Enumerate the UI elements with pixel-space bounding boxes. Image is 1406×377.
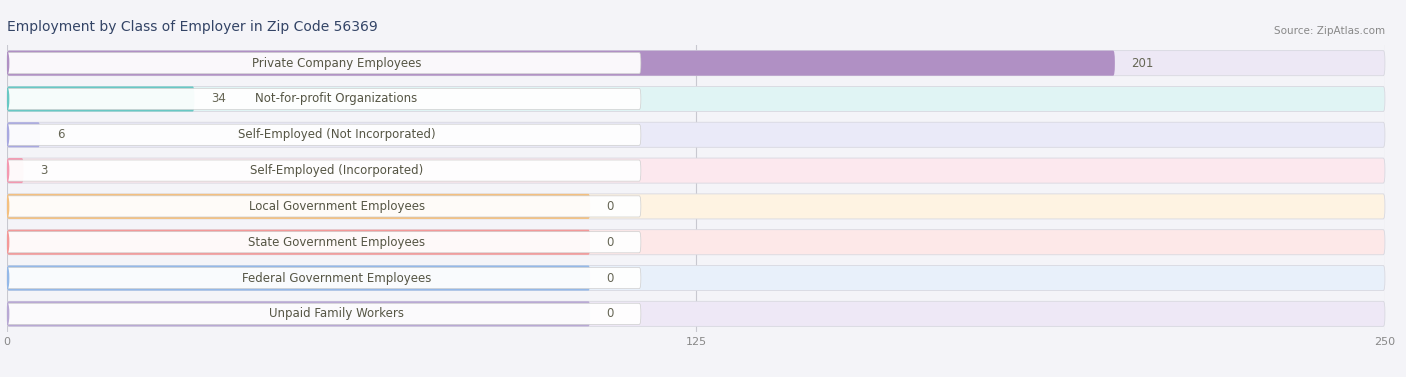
- Text: State Government Employees: State Government Employees: [247, 236, 425, 249]
- FancyBboxPatch shape: [7, 301, 591, 326]
- FancyBboxPatch shape: [7, 122, 41, 147]
- Circle shape: [6, 267, 8, 289]
- Circle shape: [6, 124, 8, 146]
- FancyBboxPatch shape: [7, 158, 24, 183]
- FancyBboxPatch shape: [7, 86, 1385, 112]
- FancyBboxPatch shape: [7, 194, 591, 219]
- Text: 0: 0: [606, 236, 614, 249]
- FancyBboxPatch shape: [7, 52, 641, 74]
- FancyBboxPatch shape: [7, 160, 641, 181]
- FancyBboxPatch shape: [7, 122, 1385, 147]
- Circle shape: [6, 160, 8, 181]
- Text: Local Government Employees: Local Government Employees: [249, 200, 425, 213]
- Text: Not-for-profit Organizations: Not-for-profit Organizations: [256, 92, 418, 106]
- FancyBboxPatch shape: [7, 265, 591, 291]
- Text: Self-Employed (Not Incorporated): Self-Employed (Not Incorporated): [238, 128, 436, 141]
- Text: Private Company Employees: Private Company Employees: [252, 57, 422, 70]
- FancyBboxPatch shape: [7, 267, 641, 289]
- FancyBboxPatch shape: [7, 124, 641, 146]
- FancyBboxPatch shape: [7, 196, 641, 217]
- FancyBboxPatch shape: [7, 194, 1385, 219]
- FancyBboxPatch shape: [7, 51, 1115, 76]
- FancyBboxPatch shape: [7, 86, 194, 112]
- Text: 0: 0: [606, 271, 614, 285]
- Text: Self-Employed (Incorporated): Self-Employed (Incorporated): [250, 164, 423, 177]
- Circle shape: [6, 52, 8, 74]
- FancyBboxPatch shape: [7, 231, 641, 253]
- FancyBboxPatch shape: [7, 303, 641, 325]
- FancyBboxPatch shape: [7, 51, 1385, 76]
- FancyBboxPatch shape: [7, 265, 1385, 291]
- Text: Federal Government Employees: Federal Government Employees: [242, 271, 432, 285]
- Text: Employment by Class of Employer in Zip Code 56369: Employment by Class of Employer in Zip C…: [7, 20, 378, 34]
- FancyBboxPatch shape: [7, 88, 641, 110]
- FancyBboxPatch shape: [7, 301, 1385, 326]
- Text: 0: 0: [606, 307, 614, 320]
- Circle shape: [6, 196, 8, 217]
- Text: Source: ZipAtlas.com: Source: ZipAtlas.com: [1274, 26, 1385, 37]
- FancyBboxPatch shape: [7, 158, 1385, 183]
- Text: 34: 34: [211, 92, 226, 106]
- Circle shape: [6, 231, 8, 253]
- FancyBboxPatch shape: [7, 230, 591, 255]
- Text: 3: 3: [41, 164, 48, 177]
- Circle shape: [6, 88, 8, 110]
- Circle shape: [6, 303, 8, 325]
- Text: 201: 201: [1132, 57, 1154, 70]
- Text: 0: 0: [606, 200, 614, 213]
- Text: 6: 6: [56, 128, 65, 141]
- FancyBboxPatch shape: [7, 230, 1385, 255]
- Text: Unpaid Family Workers: Unpaid Family Workers: [269, 307, 404, 320]
